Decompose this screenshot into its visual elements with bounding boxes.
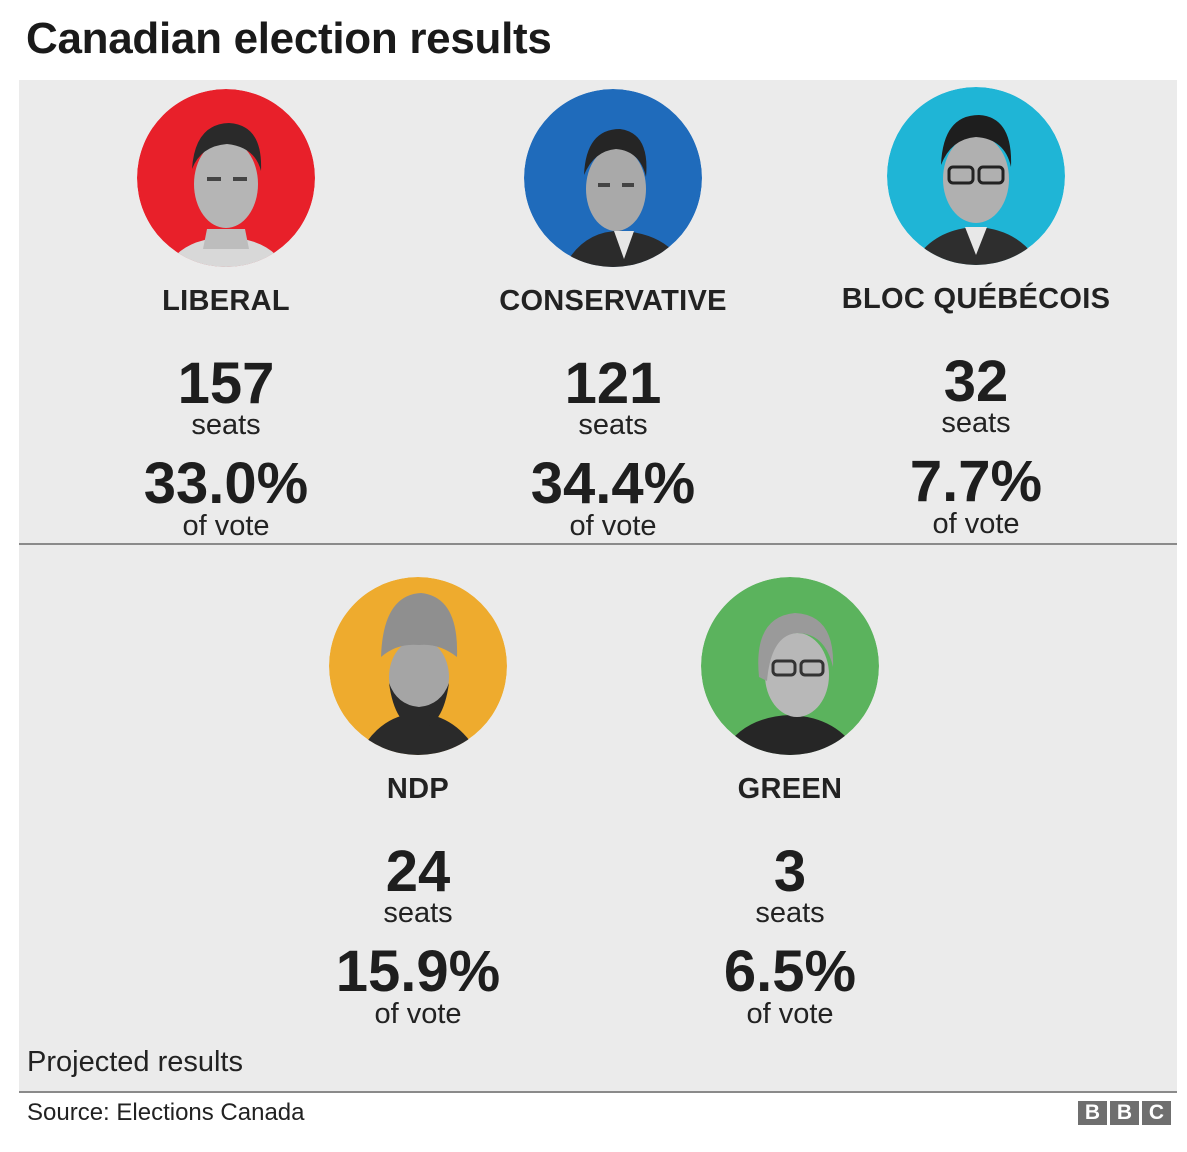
seats-label: seats [941,407,1011,439]
bloc-leader-portrait [887,87,1065,265]
vote-label: of vote [182,510,270,542]
vote-label: of vote [569,510,657,542]
vote-share: 33.0% [143,451,309,516]
party-name: LIBERAL [162,285,290,317]
party-name: CONSERVATIVE [499,285,727,317]
party-name: GREEN [737,773,843,805]
page-title: Canadian election results [26,14,552,63]
seats-count: 157 [177,351,275,416]
row-divider [19,543,1177,545]
logo-letter: B [1078,1101,1107,1125]
seats-count: 32 [943,349,1009,414]
seats-label: seats [383,897,453,929]
party-card-liberal: LIBERAL 157 seats 33.0% of vote [46,89,406,542]
projection-note: Projected results [27,1046,243,1078]
vote-label: of vote [374,998,462,1030]
vote-label: of vote [932,508,1020,540]
ndp-leader-portrait [329,577,507,755]
seats-label: seats [578,409,648,441]
seats-count: 24 [385,839,451,904]
vote-share: 6.5% [723,939,857,1004]
party-card-green: GREEN 3 seats 6.5% of vote [610,577,970,1030]
vote-share: 15.9% [335,939,501,1004]
bbc-logo: B B C [1078,1101,1171,1125]
seats-count: 3 [773,839,807,904]
logo-letter: B [1110,1101,1139,1125]
seats-label: seats [755,897,825,929]
party-name: NDP [386,773,450,805]
source-credit: Source: Elections Canada [27,1099,305,1126]
seats-count: 121 [564,351,662,416]
party-card-bloc-quebecois: BLOC QUÉBÉCOIS 32 seats 7.7% of vote [796,87,1156,540]
footer-divider [19,1091,1177,1093]
conservative-leader-portrait [524,89,702,267]
vote-share: 34.4% [530,451,696,516]
party-card-conservative: CONSERVATIVE 121 seats 34.4% of vote [433,89,793,542]
logo-letter: C [1142,1101,1171,1125]
vote-label: of vote [746,998,834,1030]
vote-share: 7.7% [909,449,1043,514]
green-leader-portrait [701,577,879,755]
seats-label: seats [191,409,261,441]
party-name: BLOC QUÉBÉCOIS [841,283,1111,315]
party-card-ndp: NDP 24 seats 15.9% of vote [238,577,598,1030]
liberal-leader-portrait [137,89,315,267]
